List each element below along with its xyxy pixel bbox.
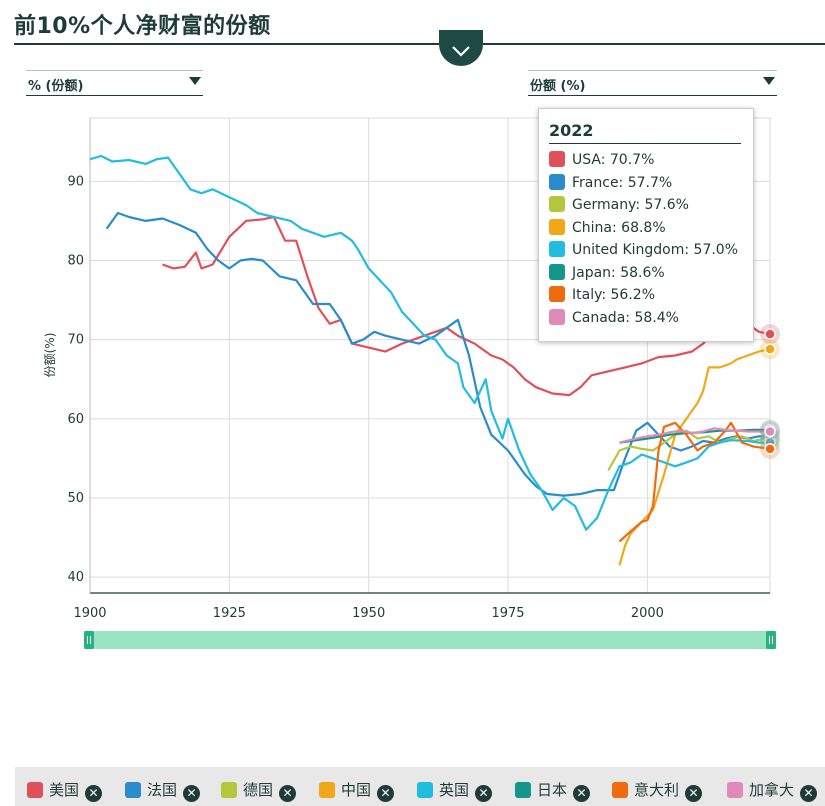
indicator-dropdown-label: 份额 (%) — [530, 79, 586, 94]
close-icon[interactable]: ✕ — [183, 785, 201, 802]
y-tick-label: 50 — [67, 491, 84, 506]
tooltip-swatch — [549, 308, 565, 325]
series-line-1[interactable] — [105, 211, 771, 497]
end-marker — [764, 443, 776, 455]
legend-label: 日本 — [537, 781, 568, 799]
legend-label: 美国 — [49, 781, 80, 799]
legend-swatch — [319, 782, 335, 798]
chevron-down-icon — [452, 46, 470, 57]
tooltip-swatch — [549, 218, 565, 235]
legend-label: 中国 — [341, 781, 372, 799]
tooltip-row-text: United Kingdom: 57.0% — [572, 242, 739, 258]
tooltip-swatch — [549, 241, 565, 257]
legend-item[interactable]: 法国 ✕ — [125, 779, 201, 802]
dropdown-arrow-icon — [763, 77, 775, 85]
unit-dropdown-label: % (份额) — [28, 79, 84, 94]
collapse-button[interactable] — [439, 30, 483, 66]
tooltip-swatch — [549, 263, 565, 280]
y-tick-label: 90 — [67, 174, 84, 189]
legend-swatch — [515, 782, 531, 798]
tooltip-row: Italy: 56.2% — [549, 286, 655, 306]
y-tick-label: 80 — [67, 254, 84, 269]
x-tick-label: 1900 — [73, 606, 106, 621]
slider-handle-start[interactable] — [84, 631, 94, 649]
series-line-6[interactable] — [618, 421, 771, 543]
legend-item[interactable]: 美国 ✕ — [27, 779, 103, 802]
series-line-7[interactable] — [619, 427, 771, 444]
chart-series — [89, 154, 771, 566]
legend-swatch — [727, 782, 743, 798]
tooltip-swatch — [549, 196, 565, 212]
tooltip-row: France: 57.7% — [549, 173, 673, 194]
legend-item[interactable]: 意大利 ✕ — [612, 779, 703, 802]
unit-dropdown[interactable]: % (份额) — [26, 70, 203, 96]
y-tick-label: 70 — [67, 333, 84, 348]
legend-label: 德国 — [243, 781, 274, 799]
tooltip-row-text: France: 57.7% — [572, 174, 673, 191]
chart-tooltip: 2022 USA: 70.7% France: 57.7% Germany: 57.… — [538, 108, 754, 342]
legend-label: 加拿大 — [749, 781, 795, 799]
close-icon[interactable]: ✕ — [377, 785, 395, 802]
slider-handle-end[interactable] — [766, 631, 776, 649]
legend-swatch — [417, 782, 433, 798]
chart-axes: 1900 1925 1950 1975 2000 40 50 60 70 80 90 — [67, 118, 770, 621]
tooltip-swatch — [549, 151, 565, 167]
tooltip-row: Germany: 57.6% — [549, 196, 689, 216]
end-marker — [764, 328, 776, 340]
legend-label: 意大利 — [634, 781, 680, 799]
legend-item[interactable]: 德国 ✕ — [221, 779, 297, 802]
tooltip-swatch — [549, 286, 565, 302]
title-divider — [14, 43, 825, 45]
y-tick-label: 40 — [67, 570, 84, 585]
close-icon[interactable]: ✕ — [279, 785, 297, 802]
time-range-slider[interactable] — [84, 631, 776, 649]
tooltip-row-text: Canada: 58.4% — [572, 309, 679, 326]
tooltip-row: United Kingdom: 57.0% — [549, 241, 738, 261]
x-tick-label: 1925 — [213, 606, 246, 621]
dropdown-arrow-icon — [189, 77, 201, 85]
end-marker — [764, 425, 776, 438]
tooltip-year: 2022 — [549, 121, 594, 140]
series-line-4[interactable] — [89, 154, 770, 531]
tooltip-row-text: USA: 70.7% — [572, 152, 655, 168]
legend-swatch — [612, 782, 628, 798]
close-icon[interactable]: ✕ — [573, 785, 591, 802]
close-icon[interactable]: ✕ — [475, 785, 493, 802]
indicator-dropdown[interactable]: 份额 (%) — [528, 70, 777, 96]
legend-item[interactable]: 加拿大 ✕ — [727, 779, 818, 802]
tooltip-swatch — [549, 173, 565, 190]
tooltip-row-text: Japan: 58.6% — [572, 264, 665, 281]
tooltip-row-text: Germany: 57.6% — [572, 197, 689, 213]
tooltip-row-text: China: 68.8% — [572, 219, 666, 236]
close-icon[interactable]: ✕ — [685, 785, 703, 802]
tooltip-row: China: 68.8% — [549, 218, 666, 239]
page-title: 前10%个人净财富的份额 — [14, 14, 271, 39]
tooltip-divider — [549, 143, 741, 144]
legend-swatch — [125, 782, 141, 798]
legend-swatch — [221, 782, 237, 798]
close-icon[interactable]: ✕ — [85, 785, 103, 802]
x-tick-label: 1975 — [491, 606, 524, 621]
legend-item[interactable]: 英国 ✕ — [417, 779, 493, 802]
y-axis-label: 份额(%) — [43, 333, 57, 378]
legend-label: 法国 — [147, 781, 178, 799]
series-line-0[interactable] — [162, 215, 771, 397]
y-tick-label: 60 — [67, 412, 84, 427]
x-tick-label: 2000 — [631, 606, 664, 621]
legend-label: 英国 — [439, 781, 470, 799]
chart-markers — [760, 324, 780, 459]
tooltip-row: Japan: 58.6% — [549, 263, 665, 284]
legend-swatch — [27, 782, 43, 798]
tooltip-row-text: Italy: 56.2% — [572, 287, 655, 303]
end-marker — [764, 343, 776, 355]
legend-item[interactable]: 中国 ✕ — [319, 779, 395, 802]
series-line-3[interactable] — [618, 348, 771, 566]
tooltip-row: USA: 70.7% — [549, 151, 654, 171]
legend-item[interactable]: 日本 ✕ — [515, 779, 591, 802]
tooltip-row: Canada: 58.4% — [549, 308, 679, 329]
x-tick-label: 1950 — [352, 606, 385, 621]
close-icon[interactable]: ✕ — [800, 785, 818, 802]
